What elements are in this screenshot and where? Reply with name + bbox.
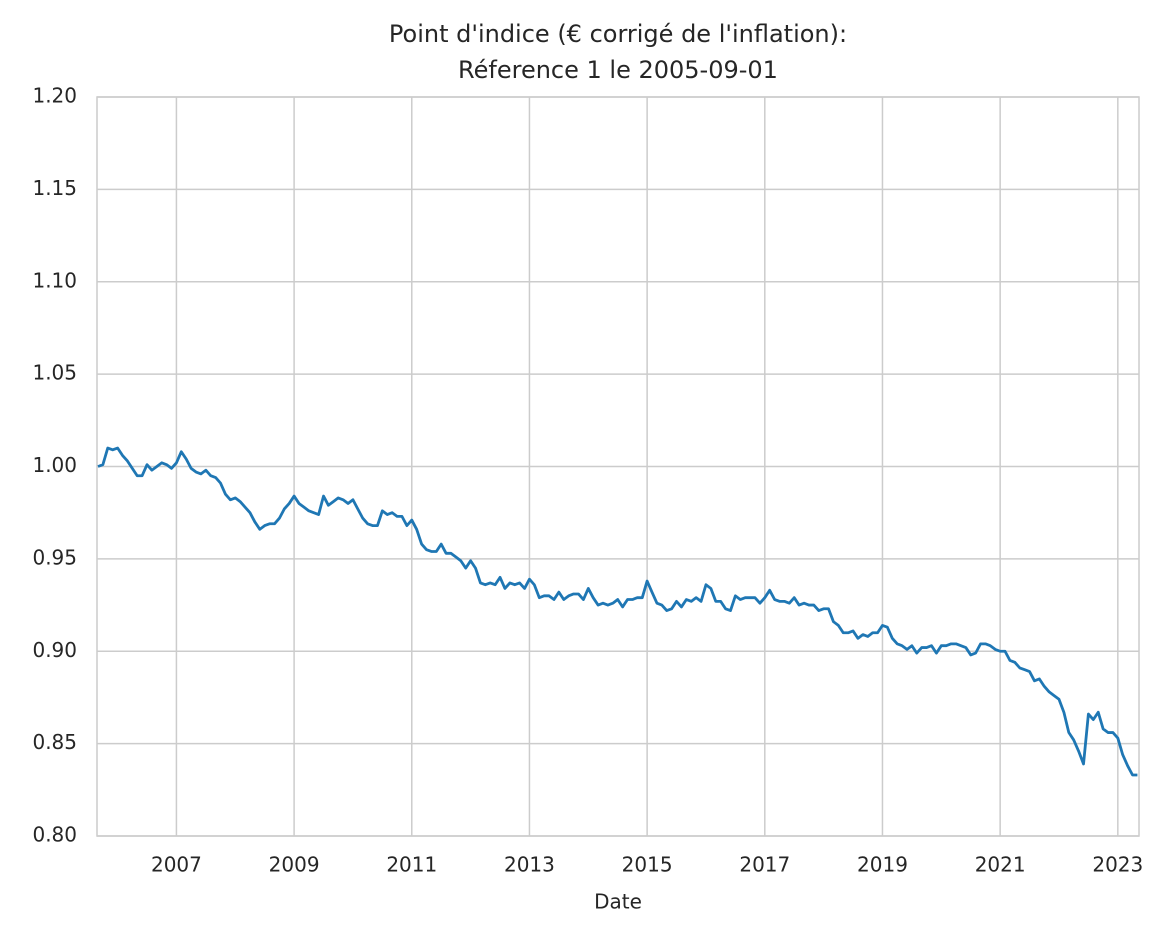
x-tick-label: 2023 [1092, 853, 1143, 877]
data-line [97, 446, 1138, 777]
y-tick-label: 1.00 [32, 453, 77, 477]
chart-title: Point d'indice (€ corrigé de l'inflation… [389, 20, 847, 48]
y-tick-label: 0.85 [32, 730, 77, 754]
x-tick-label: 2009 [269, 853, 320, 877]
y-tick-label: 1.20 [32, 84, 77, 108]
x-tick-label: 2021 [975, 853, 1026, 877]
x-tick-label: 2011 [386, 853, 437, 877]
x-tick-label: 2007 [151, 853, 202, 877]
y-tick-label: 0.95 [32, 545, 77, 569]
y-tick-label: 0.90 [32, 638, 77, 662]
plot-frame [96, 96, 1140, 837]
x-tick-label: 2019 [857, 853, 908, 877]
y-tick-label: 1.10 [32, 268, 77, 292]
x-tick-label: 2017 [739, 853, 790, 877]
x-tick-label: 2015 [622, 853, 673, 877]
x-axis-label: Date [594, 890, 642, 914]
y-tick-label: 0.80 [32, 823, 77, 847]
y-tick-label: 1.05 [32, 361, 77, 385]
y-tick-label: 1.15 [32, 176, 77, 200]
x-tick-label: 2013 [504, 853, 555, 877]
chart-subtitle: Réference 1 le 2005-09-01 [458, 56, 778, 84]
